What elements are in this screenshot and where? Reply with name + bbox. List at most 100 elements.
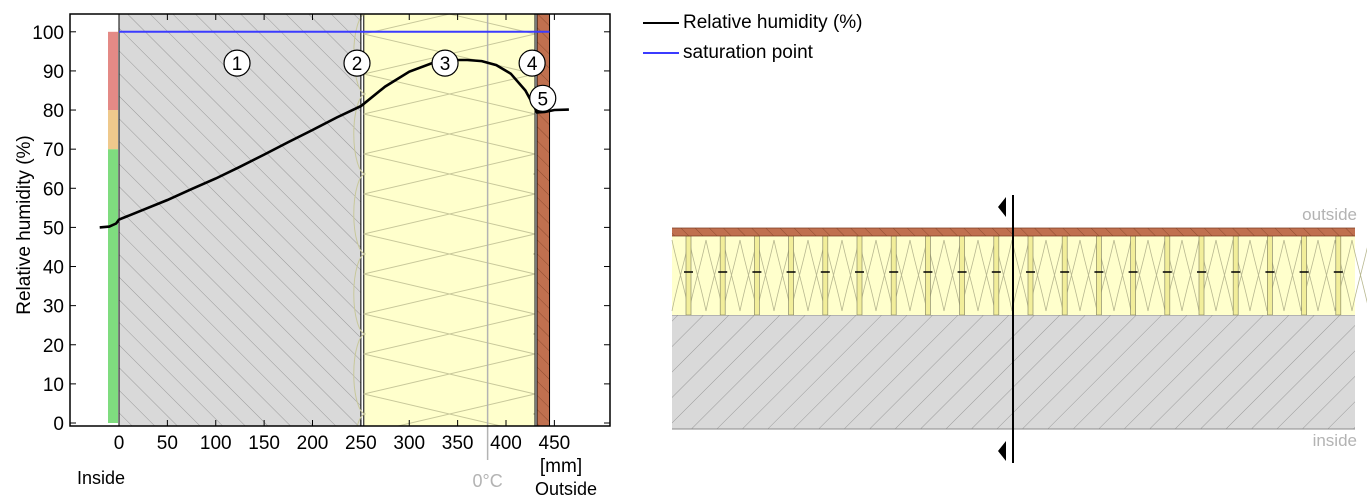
x-tick-label: 400 xyxy=(490,433,522,454)
section-stud xyxy=(685,235,692,316)
section-stud xyxy=(1164,235,1171,316)
section-cut-arrow-bottom xyxy=(998,441,1006,461)
humidity-comfort-bands xyxy=(108,31,118,423)
layer-2-adhesive xyxy=(360,14,364,426)
section-stud xyxy=(1130,235,1136,316)
y-tick-label: 30 xyxy=(43,297,64,318)
section-stud xyxy=(1027,235,1034,316)
layer-marker-number-2: 2 xyxy=(352,54,363,75)
legend-item-saturation: saturation point xyxy=(643,38,863,68)
section-studs xyxy=(684,235,1343,316)
humidity-band-70-80 xyxy=(108,110,118,150)
x-tick-label: 450 xyxy=(539,433,571,454)
legend-label-saturation: saturation point xyxy=(683,42,813,63)
layer-marker-number-3: 3 xyxy=(440,54,451,75)
insulation-zigzag-b xyxy=(363,14,536,426)
y-tick-label: 100 xyxy=(32,23,64,44)
x-tick-label: 350 xyxy=(442,433,474,454)
y-tick-label: 80 xyxy=(43,101,64,122)
y-tick-label: 40 xyxy=(43,258,64,279)
insulation-fiber xyxy=(1283,239,1302,312)
y-tick-label: 20 xyxy=(43,336,64,357)
section-stud xyxy=(1096,235,1102,316)
section-cut-arrow-top xyxy=(998,197,1006,217)
insulation-fiber xyxy=(1215,239,1234,312)
section-stud xyxy=(993,235,1000,316)
section-stud xyxy=(1198,235,1205,316)
layer-marker-number-1: 1 xyxy=(232,54,243,75)
insulation-fiber xyxy=(1317,239,1336,312)
insulation-fiber xyxy=(1079,239,1098,312)
section-stud xyxy=(1301,235,1307,316)
section-stud xyxy=(719,235,726,316)
y-tick-label: 90 xyxy=(43,62,64,83)
layer-marker-number-4: 4 xyxy=(527,54,538,75)
layer-marker-circle-3 xyxy=(431,49,459,77)
y-tick-label: 0 xyxy=(53,414,64,435)
insulation-fiber xyxy=(1181,239,1200,312)
insulation-arc-left xyxy=(353,93,366,175)
layer-5-hatch xyxy=(536,14,550,426)
y-tick-label: 10 xyxy=(43,375,64,396)
x-axis-unit: [mm] xyxy=(540,456,582,477)
section-stud xyxy=(1232,235,1239,316)
series-line-relative-humidity xyxy=(99,58,569,229)
series-lines xyxy=(99,30,569,229)
section-stud xyxy=(754,235,760,316)
section-stud xyxy=(959,235,965,316)
legend: Relative humidity (%) saturation point xyxy=(643,8,863,68)
section-inside-label: inside xyxy=(1312,431,1357,450)
wall-layers xyxy=(118,14,551,460)
plot-border xyxy=(69,13,611,427)
layer-4-membrane xyxy=(535,14,537,426)
insulation-fiber xyxy=(1045,239,1064,312)
layer-marker-circle-4 xyxy=(518,49,546,77)
insulation-arc-left xyxy=(353,173,366,255)
section-stud xyxy=(925,235,931,316)
section-stud xyxy=(822,235,829,316)
layer-1-hatch xyxy=(119,14,361,426)
humidity-band-0-70 xyxy=(108,149,118,423)
x-tick-label: 100 xyxy=(200,433,232,454)
y-tick-label: 50 xyxy=(43,218,64,239)
x-tick-label: 150 xyxy=(248,433,280,454)
section-stud xyxy=(788,235,794,316)
section-stud xyxy=(1061,235,1068,316)
x-tick-label: 50 xyxy=(157,433,178,454)
inside-axis-label: Inside xyxy=(77,468,125,488)
axis-ticks: 0 10 20 30 40 50 60 70 80 90 100 0 50 100 150 200 250 300… xyxy=(32,14,610,454)
wall-section-view xyxy=(671,195,1367,463)
x-tick-label: 250 xyxy=(345,433,377,454)
plot-frame xyxy=(69,13,611,427)
section-stud xyxy=(890,235,897,316)
x-tick-label: 200 xyxy=(297,433,329,454)
insulation-arc-left xyxy=(353,253,366,335)
insulation-arc-left xyxy=(356,413,366,426)
section-outside-label: outside xyxy=(1302,205,1357,224)
insulation-fiber xyxy=(1249,239,1268,312)
layer-marker-circle-2 xyxy=(343,49,371,77)
insulation-fiber xyxy=(1113,239,1132,312)
section-stud xyxy=(856,235,863,316)
y-tick-label: 60 xyxy=(43,179,64,200)
legend-label-humidity: Relative humidity (%) xyxy=(683,12,863,33)
legend-swatch-saturation xyxy=(643,52,679,54)
y-tick-label: 70 xyxy=(43,140,64,161)
layer-marker-circle-5 xyxy=(529,84,557,112)
x-tick-label: 0 xyxy=(114,433,125,454)
x-tick-label: 300 xyxy=(393,433,425,454)
layer-marker-number-5: 5 xyxy=(537,89,548,110)
legend-swatch-humidity xyxy=(643,22,679,24)
legend-item-humidity: Relative humidity (%) xyxy=(643,8,863,38)
section-stud xyxy=(1335,235,1342,316)
y-axis-label: Relative humidity (%) xyxy=(14,135,35,315)
section-stud xyxy=(1267,235,1273,316)
zero-celsius-label: 0°C xyxy=(473,471,503,491)
layer-marker-circle-1 xyxy=(223,49,251,77)
insulation-fiber xyxy=(1351,247,1367,312)
humidity-band-80-100 xyxy=(108,31,118,111)
outside-axis-label: Outside xyxy=(535,479,597,499)
insulation-arc-left xyxy=(353,333,366,415)
insulation-fiber xyxy=(1147,239,1166,312)
